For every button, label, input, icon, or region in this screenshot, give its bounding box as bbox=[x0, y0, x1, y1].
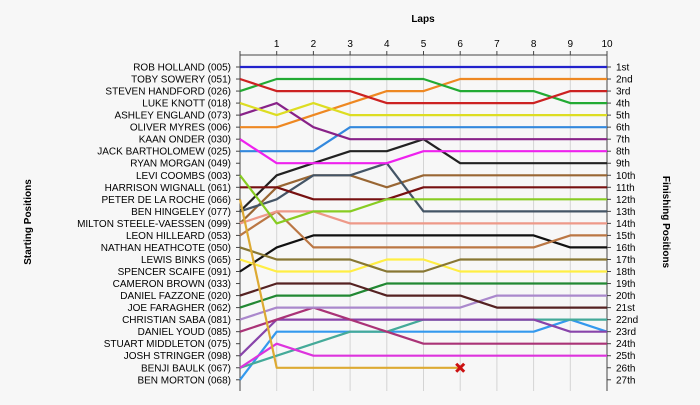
lap-tick-label: 10 bbox=[601, 39, 613, 50]
finishing-position-label: 6th bbox=[616, 123, 630, 134]
finishing-position-label: 21st bbox=[616, 303, 635, 314]
driver-name-label: LUKE KNOTT (018) bbox=[142, 99, 231, 110]
driver-name-label: JOSH STRINGER (098) bbox=[124, 351, 231, 362]
laps-axis-title: Laps bbox=[411, 14, 435, 25]
finishing-position-labels: 1st2nd3rd4th5th6th7th8th9th10th11th12th1… bbox=[616, 63, 638, 387]
driver-name-label: DANIEL FAZZONE (020) bbox=[120, 291, 231, 302]
driver-name-label: ROB HOLLAND (005) bbox=[133, 63, 231, 74]
finishing-position-label: 18th bbox=[616, 267, 635, 278]
finishing-position-label: 4th bbox=[616, 99, 630, 110]
series-line bbox=[239, 246, 607, 273]
driver-name-label: BEN HINGELEY (077) bbox=[131, 207, 231, 218]
driver-name-label: STUART MIDDLETON (075) bbox=[104, 339, 231, 350]
finishing-position-label: 26th bbox=[616, 363, 635, 374]
lap-tick-label: 9 bbox=[568, 39, 574, 50]
driver-name-label: HARRISON WIGNALL (061) bbox=[105, 183, 231, 194]
driver-name-label: PETER DE LA ROCHE (066) bbox=[102, 195, 231, 206]
driver-name-label: BEN MORTON (068) bbox=[137, 375, 231, 386]
driver-name-label: ASHLEY ENGLAND (073) bbox=[114, 111, 231, 122]
finishing-positions-label: Finishing Positions bbox=[660, 176, 671, 269]
series-line bbox=[239, 174, 607, 225]
driver-name-label: SPENCER SCAIFE (091) bbox=[118, 267, 231, 278]
series-line bbox=[239, 258, 607, 273]
driver-name-label: LEON HILLEARD (053) bbox=[126, 231, 231, 242]
series-line bbox=[239, 282, 607, 309]
driver-name-label: LEWIS BINKS (065) bbox=[141, 255, 231, 266]
series-line bbox=[239, 138, 607, 165]
driver-name-label: BENJI BAULK (067) bbox=[141, 363, 231, 374]
series-lines bbox=[238, 65, 608, 381]
series-line bbox=[239, 282, 607, 309]
series-line bbox=[239, 234, 607, 273]
driver-name-label: KAAN ONDER (030) bbox=[139, 135, 231, 146]
series-line bbox=[239, 77, 607, 105]
series-line bbox=[239, 342, 607, 369]
finishing-position-label: 11th bbox=[616, 183, 635, 194]
finishing-position-label: 23rd bbox=[616, 327, 636, 338]
lap-tick-label: 1 bbox=[274, 39, 280, 50]
finishing-position-label: 8th bbox=[616, 147, 630, 158]
lap-tick-label: 4 bbox=[384, 39, 390, 50]
finishing-position-label: 2nd bbox=[616, 75, 633, 86]
series-line bbox=[239, 318, 608, 381]
driver-name-label: DANIEL YOUD (085) bbox=[138, 327, 231, 338]
starting-positions-label: Starting Positions bbox=[23, 179, 34, 265]
driver-name-label: STEVEN HANDFORD (026) bbox=[105, 87, 231, 98]
lap-tick-label: 5 bbox=[421, 39, 427, 50]
series-line bbox=[240, 126, 607, 153]
driver-name-label: JOE FARAGHER (062) bbox=[128, 303, 231, 314]
finishing-position-label: 5th bbox=[616, 111, 630, 122]
finishing-position-label: 7th bbox=[616, 135, 630, 146]
finishing-position-label: 9th bbox=[616, 159, 630, 170]
driver-name-label: LEVI COOMBS (003) bbox=[136, 171, 231, 182]
finishing-position-label: 3rd bbox=[616, 87, 630, 98]
lap-tick-label: 3 bbox=[347, 39, 353, 50]
x-axis: 1 2 3 4 5 6 7 8 9 10 bbox=[236, 39, 613, 391]
driver-name-label: JACK BARTHOLOMEW (025) bbox=[97, 147, 231, 158]
lap-tick-label: 6 bbox=[457, 39, 463, 50]
starting-position-labels: ROB HOLLAND (005)TOBY SOWERY (051)STEVEN… bbox=[77, 63, 231, 387]
finishing-position-label: 24th bbox=[616, 339, 635, 350]
driver-name-label: RYAN MORGAN (049) bbox=[130, 159, 231, 170]
markers bbox=[455, 362, 466, 373]
finishing-position-label: 16th bbox=[616, 243, 635, 254]
finishing-position-label: 14th bbox=[616, 219, 635, 230]
series-line bbox=[238, 199, 461, 369]
retired-x-marker bbox=[455, 362, 466, 373]
finishing-position-label: 10th bbox=[616, 171, 635, 182]
finishing-position-label: 27th bbox=[616, 375, 635, 386]
driver-name-label: MILTON STEELE-VAESSEN (099) bbox=[77, 219, 231, 230]
series-line bbox=[240, 186, 607, 201]
finishing-position-label: 19th bbox=[616, 279, 635, 290]
series-line bbox=[239, 210, 607, 225]
series-line bbox=[239, 101, 607, 117]
series-line bbox=[239, 174, 607, 225]
driver-name-label: OLIVER MYRES (006) bbox=[130, 123, 231, 134]
series-line bbox=[239, 77, 607, 105]
lap-tick-label: 2 bbox=[311, 39, 317, 50]
driver-name-label: TOBY SOWERY (051) bbox=[131, 75, 231, 86]
lap-tick-label: 7 bbox=[494, 39, 500, 50]
finishing-position-label: 12th bbox=[616, 195, 635, 206]
series-line bbox=[239, 294, 607, 321]
series-line bbox=[239, 210, 607, 249]
finishing-position-label: 15th bbox=[616, 231, 635, 242]
series-line bbox=[239, 318, 607, 357]
driver-name-label: CAMERON BROWN (033) bbox=[113, 279, 231, 290]
finishing-position-label: 22nd bbox=[616, 315, 638, 326]
finishing-position-label: 17th bbox=[616, 255, 635, 266]
driver-name-label: CHRISTIAN SABA (081) bbox=[122, 315, 231, 326]
series-line bbox=[239, 162, 607, 213]
finishing-position-label: 13th bbox=[616, 207, 635, 218]
series-line bbox=[239, 101, 607, 141]
series-line bbox=[239, 306, 607, 345]
driver-name-label: NATHAN HEATHCOTE (050) bbox=[101, 243, 231, 254]
lap-tick-label: 8 bbox=[531, 39, 537, 50]
finishing-position-label: 20th bbox=[616, 291, 635, 302]
finishing-position-label: 1st bbox=[616, 63, 630, 74]
finishing-position-label: 25th bbox=[616, 351, 635, 362]
